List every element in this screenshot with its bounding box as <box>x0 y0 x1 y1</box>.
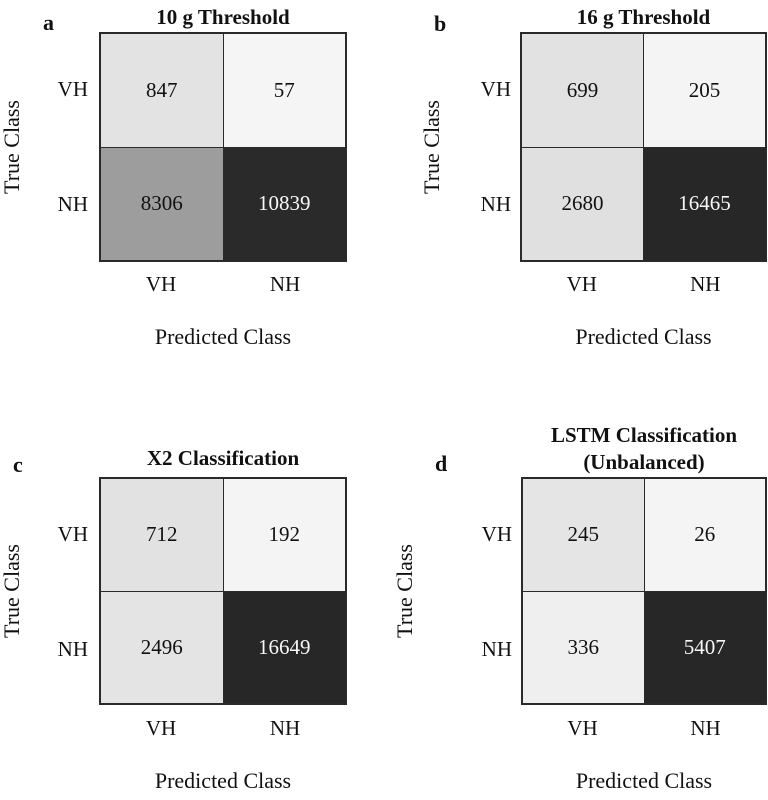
row-label-c-vh: VH <box>57 522 88 546</box>
x-axis-label-d: Predicted Class <box>575 768 713 793</box>
panel-letter-d: d <box>435 451 448 476</box>
y-axis-label-d: True Class <box>392 544 417 638</box>
col-label-d-nh: NH <box>690 716 721 740</box>
matrix-cell-a-tp: 847 <box>101 34 223 147</box>
matrix-cell-b-fn: 205 <box>644 34 765 147</box>
confusion-matrix-d: 245 26 336 5407 <box>521 477 767 705</box>
row-label-c-nh: NH <box>57 637 88 661</box>
matrix-cell-a-fn: 57 <box>223 34 345 147</box>
panel-title-b: 16 g Threshold <box>520 4 767 31</box>
row-label-b-vh: VH <box>480 77 511 101</box>
matrix-cell-d-fp: 336 <box>523 591 644 703</box>
column-labels-c: VH NH <box>99 716 347 741</box>
matrix-cell-a-tn: 10839 <box>223 147 345 260</box>
col-label-c-vh: VH <box>145 716 177 740</box>
confusion-matrix-a: 847 57 8306 10839 <box>99 32 347 262</box>
x-axis-label-b: Predicted Class <box>575 324 712 349</box>
col-label-b-nh: NH <box>690 272 721 296</box>
panel-title-d-line1: LSTM Classification <box>550 423 738 447</box>
col-label-a-nh: NH <box>269 272 301 296</box>
matrix-cell-b-tp: 699 <box>522 34 643 147</box>
row-label-a-nh: NH <box>57 192 88 216</box>
row-label-d-nh: NH <box>481 637 512 661</box>
column-labels-a: VH NH <box>99 272 347 297</box>
panel-title-d-line2: (Unbalanced) <box>583 450 705 474</box>
column-labels-b: VH NH <box>520 272 767 297</box>
col-label-a-vh: VH <box>145 272 177 296</box>
matrix-cell-a-fp: 8306 <box>101 147 223 260</box>
x-axis-label-c: Predicted Class <box>154 768 292 793</box>
column-labels-d: VH NH <box>521 716 767 741</box>
confusion-matrix-b: 699 205 2680 16465 <box>520 32 767 262</box>
row-label-b-nh: NH <box>480 192 511 216</box>
panel-letter-a: a <box>43 10 54 35</box>
matrix-cell-d-fn: 26 <box>644 479 765 591</box>
y-axis-label-c: True Class <box>0 544 24 638</box>
col-label-b-vh: VH <box>566 272 597 296</box>
matrix-cell-b-fp: 2680 <box>522 147 643 260</box>
matrix-cell-c-tp: 712 <box>101 479 223 591</box>
confusion-matrix-c: 712 192 2496 16649 <box>99 477 347 705</box>
panel-letter-b: b <box>434 11 447 36</box>
matrix-cell-d-tn: 5407 <box>644 591 765 703</box>
matrix-cell-b-tn: 16465 <box>644 147 765 260</box>
panel-title-c-line1: X2 Classification <box>146 446 300 470</box>
y-axis-label-a: True Class <box>0 100 24 194</box>
panel-title-c: X2 Classification <box>99 445 347 472</box>
matrix-cell-c-fn: 192 <box>223 479 345 591</box>
matrix-cell-c-fp: 2496 <box>101 591 223 703</box>
matrix-cell-c-tn: 16649 <box>223 591 345 703</box>
row-label-d-vh: VH <box>481 522 512 546</box>
y-axis-label-b: True Class <box>419 100 444 194</box>
row-label-a-vh: VH <box>57 77 88 101</box>
x-axis-label-a: Predicted Class <box>154 324 292 349</box>
panel-title-b-line1: 16 g Threshold <box>576 5 711 29</box>
col-label-d-vh: VH <box>567 716 598 740</box>
panel-title-d: LSTM Classification (Unbalanced) <box>521 422 767 476</box>
col-label-c-nh: NH <box>269 716 301 740</box>
matrix-cell-d-tp: 245 <box>523 479 644 591</box>
panel-title-a: 10 g Threshold <box>99 4 347 31</box>
panel-title-a-line1: 10 g Threshold <box>156 5 290 29</box>
panel-letter-c: c <box>13 452 23 477</box>
